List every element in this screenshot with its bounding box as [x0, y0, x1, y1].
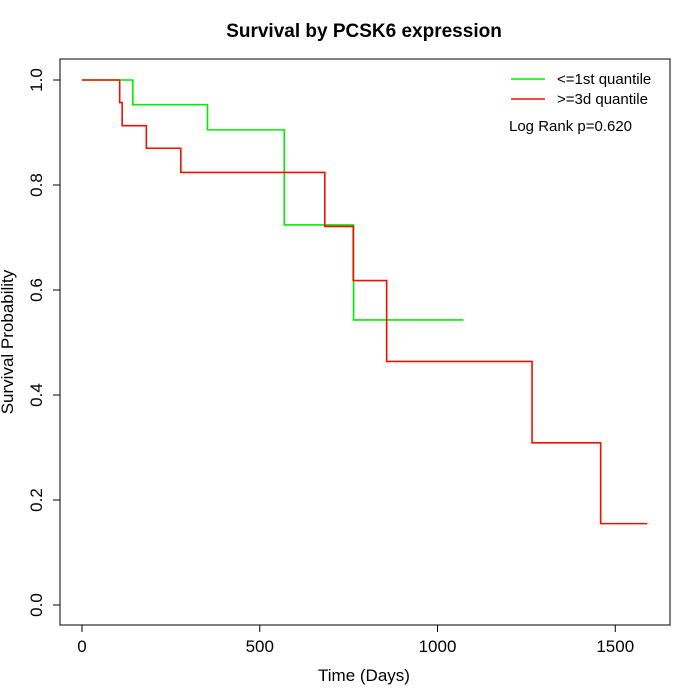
x-tick-label: 500 [246, 637, 274, 656]
y-tick-label: 0.6 [27, 278, 46, 302]
y-tick-label: 1.0 [27, 68, 46, 92]
chart-title: Survival by PCSK6 expression [226, 21, 502, 42]
y-axis-label: Survival Probability [0, 269, 17, 414]
legend-label: <=1st quantile [557, 71, 651, 88]
y-tick-label: 0.4 [27, 383, 46, 407]
y-axis: 0.0 0.2 0.4 0.6 0.8 1.0 [27, 68, 61, 617]
x-axis: 0 500 1000 1500 [77, 624, 634, 656]
y-tick-label: 0.8 [27, 173, 46, 197]
plot-frame [59, 58, 671, 626]
series-layer [82, 79, 648, 525]
x-axis-label: Time (Days) [318, 666, 410, 685]
x-tick-label: 1500 [596, 637, 634, 656]
legend: <=1st quantile >=3d quantile [511, 71, 651, 108]
y-tick-label: 0.0 [27, 593, 46, 617]
legend-label: >=3d quantile [557, 91, 648, 108]
series-high-quantile-line [82, 79, 648, 525]
x-tick-label: 0 [77, 637, 86, 656]
x-tick-label: 1000 [419, 637, 457, 656]
log-rank-annotation: Log Rank p=0.620 [509, 118, 632, 135]
y-tick-label: 0.2 [27, 488, 46, 512]
series-low-quantile-line [82, 79, 464, 321]
